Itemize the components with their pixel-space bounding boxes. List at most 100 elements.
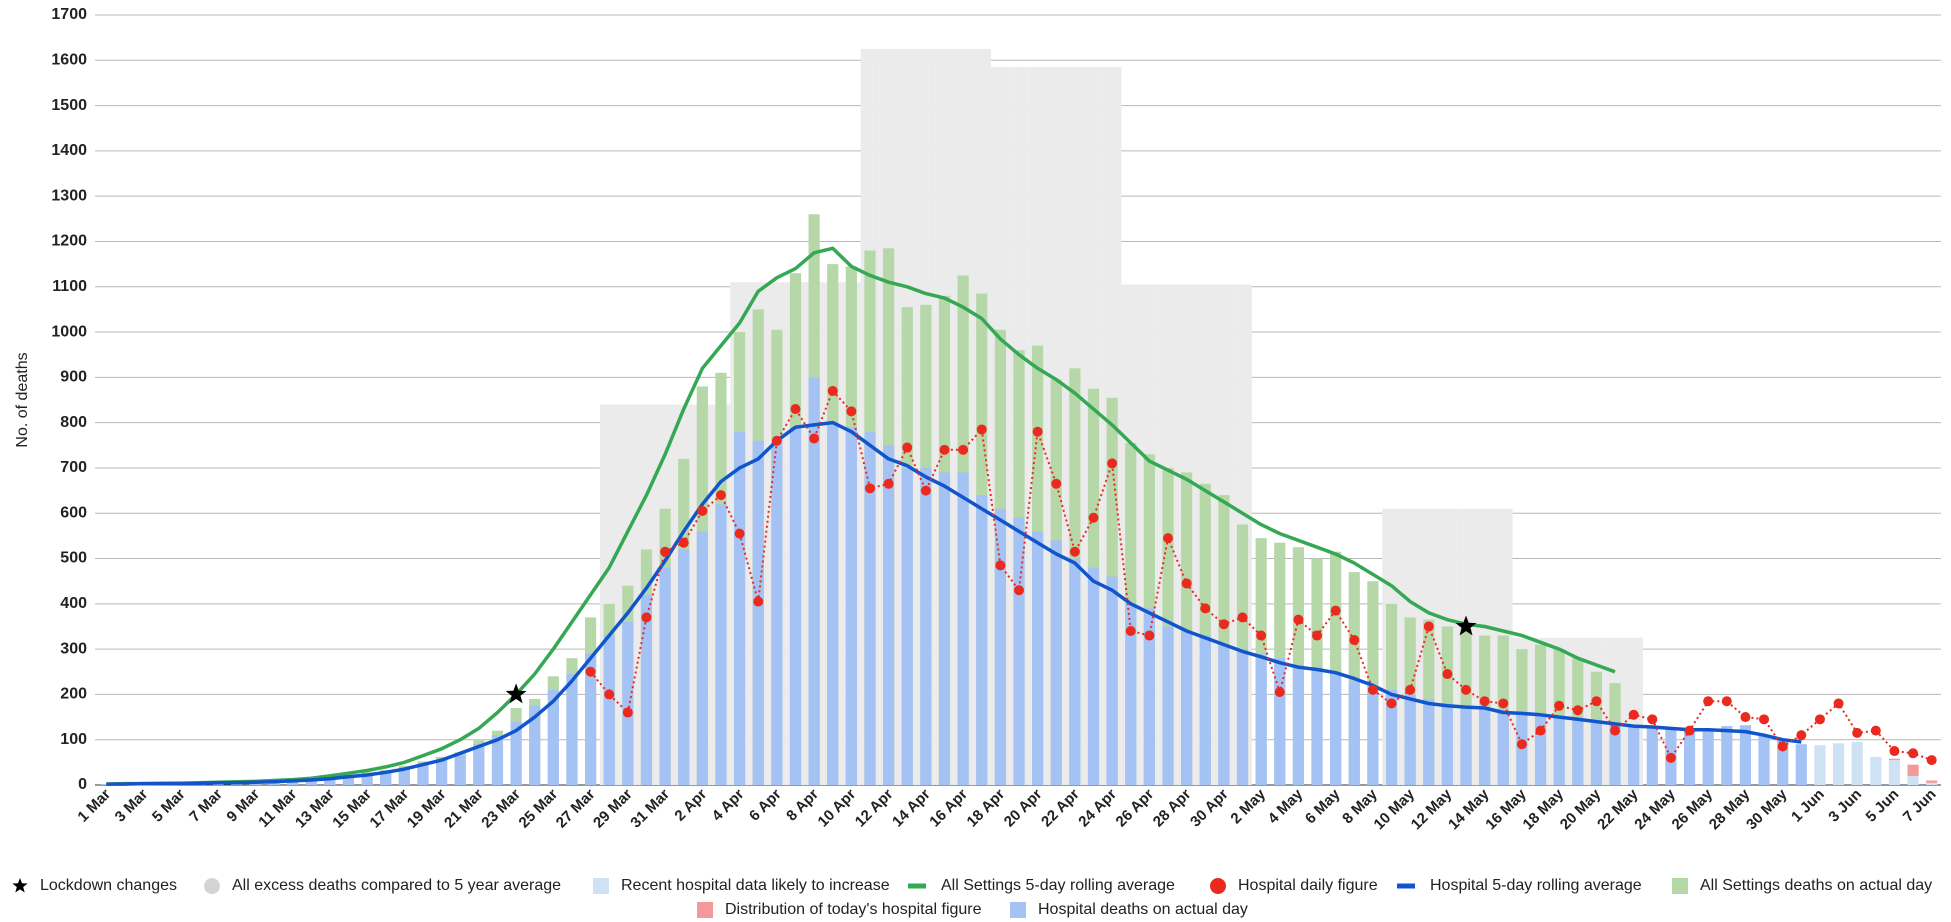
point bbox=[1498, 698, 1509, 709]
point bbox=[1535, 725, 1546, 736]
bar bbox=[1814, 745, 1826, 785]
legend-marker bbox=[204, 878, 220, 894]
y-tick-label: 1300 bbox=[51, 187, 87, 204]
point bbox=[939, 444, 950, 455]
point bbox=[1889, 746, 1900, 757]
bar bbox=[1311, 667, 1323, 785]
point bbox=[1442, 669, 1453, 680]
x-tick-label: 29 Mar bbox=[590, 786, 636, 832]
y-tick-label: 200 bbox=[60, 686, 87, 703]
bar bbox=[1292, 664, 1304, 785]
y-tick-label: 1700 bbox=[51, 6, 87, 23]
legend-marker bbox=[12, 878, 28, 893]
bar bbox=[1553, 717, 1565, 785]
point bbox=[1200, 603, 1211, 614]
point bbox=[1405, 684, 1416, 695]
legend-marker bbox=[1397, 883, 1415, 889]
bar bbox=[715, 504, 727, 785]
bar bbox=[324, 778, 336, 785]
point bbox=[1759, 714, 1770, 725]
bar bbox=[1423, 698, 1435, 785]
bar bbox=[1870, 756, 1882, 785]
bar bbox=[1907, 764, 1919, 776]
bar bbox=[1385, 689, 1398, 785]
bar bbox=[1274, 658, 1286, 785]
point bbox=[1796, 730, 1807, 741]
point bbox=[920, 485, 931, 496]
point bbox=[1852, 727, 1863, 738]
bar bbox=[1739, 725, 1752, 785]
bar bbox=[920, 467, 932, 785]
y-tick-label: 1100 bbox=[52, 278, 87, 295]
bar bbox=[1143, 608, 1155, 785]
line bbox=[106, 246, 1616, 786]
bar bbox=[1646, 728, 1658, 785]
lines bbox=[106, 246, 1937, 786]
y-tick-label: 400 bbox=[60, 595, 87, 612]
bar bbox=[994, 508, 1006, 785]
x-tick-label: 12 May bbox=[1408, 785, 1456, 833]
x-tick-label: 5 Mar bbox=[149, 786, 189, 826]
bar bbox=[417, 764, 429, 785]
bar bbox=[789, 427, 802, 785]
bar bbox=[398, 769, 410, 785]
y-tick-label: 0 bbox=[78, 776, 87, 793]
point bbox=[678, 537, 689, 548]
point bbox=[1870, 725, 1881, 736]
x-tick-label: 3 Mar bbox=[112, 786, 152, 826]
point bbox=[1461, 684, 1472, 695]
bar bbox=[827, 422, 839, 785]
point bbox=[1554, 700, 1565, 711]
x-tick-label: 14 Apr bbox=[889, 786, 934, 831]
legend-marker bbox=[593, 878, 609, 894]
legend-label: All Settings deaths on actual day bbox=[1700, 877, 1932, 894]
bar bbox=[1832, 743, 1845, 785]
bar bbox=[1069, 558, 1081, 785]
point bbox=[1386, 698, 1397, 709]
x-tick-label: 16 Apr bbox=[926, 786, 971, 831]
bar bbox=[1702, 731, 1714, 785]
point bbox=[641, 612, 652, 623]
bar bbox=[1181, 631, 1193, 785]
y-tick-label: 300 bbox=[60, 640, 87, 657]
bar bbox=[640, 594, 653, 785]
x-tick-label: 13 Mar bbox=[292, 786, 338, 832]
bar bbox=[454, 755, 466, 785]
x-tick-label: 14 May bbox=[1445, 785, 1493, 833]
legend-marker bbox=[1010, 902, 1026, 918]
x-tick-label: 5 Jun bbox=[1863, 786, 1903, 826]
bar bbox=[1497, 710, 1509, 785]
bar bbox=[286, 780, 299, 785]
point bbox=[1628, 709, 1639, 720]
point bbox=[1591, 696, 1602, 707]
bar bbox=[1721, 726, 1733, 785]
y-tick-label: 600 bbox=[60, 504, 87, 521]
legend-marker bbox=[697, 902, 713, 918]
x-tick-label: 31 Mar bbox=[627, 786, 673, 832]
point bbox=[864, 483, 875, 494]
y-tick-label: 500 bbox=[60, 550, 87, 567]
point bbox=[976, 424, 987, 435]
bar bbox=[1087, 567, 1100, 785]
x-tick-label: 18 May bbox=[1520, 785, 1568, 833]
legend-label: Hospital daily figure bbox=[1238, 877, 1378, 894]
point bbox=[734, 528, 745, 539]
bar bbox=[510, 721, 522, 785]
x-tick-label: 24 Apr bbox=[1075, 786, 1120, 831]
bar bbox=[734, 431, 746, 785]
x-tick-label: 25 Mar bbox=[516, 786, 562, 832]
x-tick-label: 7 Jun bbox=[1900, 786, 1940, 826]
bar bbox=[566, 674, 578, 785]
point bbox=[1684, 725, 1695, 736]
bar bbox=[659, 567, 671, 785]
y-tick-label: 1000 bbox=[51, 323, 87, 340]
x-tick-label: 27 Mar bbox=[553, 786, 599, 832]
x-tick-label: 20 May bbox=[1557, 785, 1605, 833]
x-tick-label: 6 May bbox=[1302, 785, 1344, 827]
bar bbox=[547, 689, 559, 785]
bar bbox=[864, 431, 876, 785]
point bbox=[1926, 755, 1937, 766]
bar bbox=[1851, 741, 1863, 785]
bar bbox=[883, 445, 895, 785]
